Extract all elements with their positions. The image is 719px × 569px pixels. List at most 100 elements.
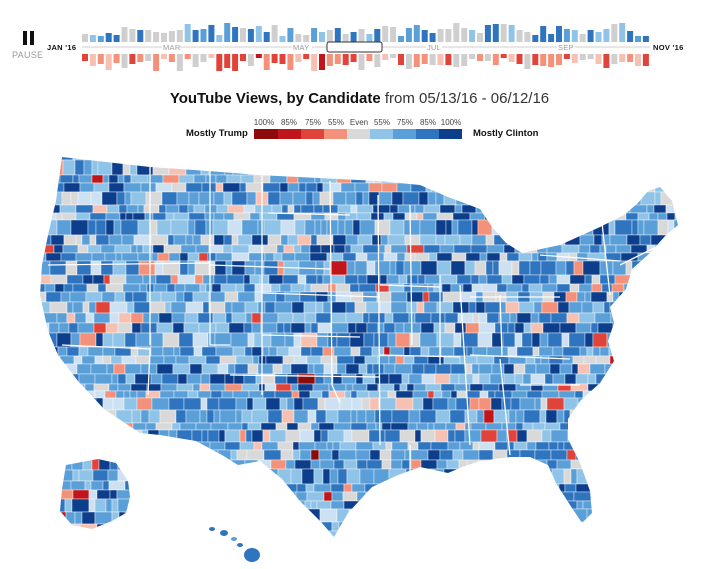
county-cell bbox=[502, 483, 518, 493]
county-cell bbox=[443, 530, 459, 537]
county-cell bbox=[550, 159, 567, 176]
county-cell bbox=[630, 500, 644, 510]
county-cell bbox=[403, 260, 422, 276]
county-cell bbox=[101, 291, 116, 303]
timeline-range-handle[interactable] bbox=[326, 41, 383, 53]
county-cell bbox=[394, 322, 405, 334]
timeline-bar-trump bbox=[271, 54, 278, 63]
county-cell bbox=[250, 530, 265, 537]
county-cell bbox=[546, 252, 558, 262]
county-cell bbox=[656, 390, 675, 399]
county-cell bbox=[222, 244, 233, 254]
county-cell bbox=[456, 182, 469, 193]
county-cell bbox=[582, 212, 591, 221]
county-cell bbox=[653, 483, 665, 493]
county-cell bbox=[596, 182, 613, 193]
county-cell bbox=[625, 459, 639, 470]
county-cell bbox=[121, 234, 135, 246]
county-cell bbox=[40, 508, 44, 523]
county-cell bbox=[395, 390, 414, 399]
county-cell bbox=[199, 283, 207, 293]
county-cell bbox=[476, 409, 485, 424]
county-cell bbox=[166, 500, 181, 510]
county-cell bbox=[306, 355, 322, 365]
county-cell bbox=[427, 283, 435, 293]
county-cell bbox=[436, 459, 448, 470]
county-cell bbox=[449, 373, 460, 385]
county-cell bbox=[245, 182, 264, 193]
county-cell bbox=[374, 219, 391, 236]
county-cell bbox=[625, 212, 639, 221]
county-cell bbox=[264, 383, 277, 392]
us-county-map[interactable] bbox=[0, 145, 719, 569]
timeline-bar-clinton bbox=[334, 28, 341, 42]
county-cell bbox=[40, 390, 43, 399]
county-cell bbox=[387, 234, 406, 246]
county-cell bbox=[397, 204, 416, 214]
county-cell bbox=[415, 159, 429, 176]
county-cell bbox=[589, 212, 597, 221]
county-cell bbox=[462, 283, 473, 293]
county-cell bbox=[294, 219, 306, 236]
county-cell bbox=[593, 500, 601, 510]
county-cell bbox=[115, 252, 123, 262]
timeline-bar-trump bbox=[350, 54, 357, 62]
county-cell bbox=[337, 219, 346, 236]
county-cell bbox=[193, 174, 207, 184]
county-cell bbox=[150, 346, 164, 357]
county-cell bbox=[171, 422, 181, 431]
county-cell bbox=[183, 291, 194, 303]
county-cell bbox=[454, 491, 470, 502]
county-cell bbox=[641, 449, 655, 461]
county-cell bbox=[74, 312, 87, 324]
county-cell bbox=[564, 500, 578, 510]
county-cell bbox=[556, 274, 571, 285]
county-cell bbox=[275, 422, 288, 431]
county-cell bbox=[337, 204, 352, 214]
county-cell bbox=[124, 332, 137, 348]
county-cell bbox=[670, 429, 678, 443]
county-cell bbox=[464, 422, 472, 431]
county-cell bbox=[60, 523, 72, 529]
timeline[interactable]: JAN '16 MAR MAY JUL SEP NOV '16 bbox=[0, 0, 719, 80]
county-cell bbox=[202, 301, 210, 314]
county-cell bbox=[569, 422, 587, 431]
county-cell bbox=[280, 234, 289, 246]
county-cell bbox=[436, 252, 453, 262]
county-cell bbox=[423, 491, 438, 502]
county-cell bbox=[615, 244, 632, 254]
county-cell bbox=[254, 283, 272, 293]
county-cell bbox=[420, 459, 438, 470]
county-cell bbox=[634, 530, 653, 537]
county-cell bbox=[235, 409, 243, 424]
county-cell bbox=[356, 204, 374, 214]
county-cell bbox=[638, 157, 651, 161]
county-cell bbox=[441, 174, 454, 184]
county-cell bbox=[85, 291, 103, 303]
county-cell bbox=[645, 383, 661, 392]
county-cell bbox=[204, 204, 218, 214]
county-cell bbox=[345, 234, 359, 246]
county-cell bbox=[570, 468, 578, 485]
county-cell bbox=[649, 157, 659, 161]
county-cell bbox=[50, 390, 62, 399]
county-cell bbox=[522, 422, 534, 431]
county-cell bbox=[639, 491, 650, 502]
county-cell bbox=[209, 441, 226, 451]
county-cell bbox=[423, 468, 435, 485]
county-cell bbox=[333, 422, 352, 431]
pause-button[interactable]: PAUSE bbox=[10, 28, 46, 64]
county-cell bbox=[205, 355, 221, 365]
county-cell bbox=[378, 191, 393, 206]
county-cell bbox=[207, 252, 217, 262]
county-cell bbox=[293, 397, 304, 411]
legend-bin-label: 55% bbox=[373, 118, 390, 127]
county-cell bbox=[506, 449, 521, 461]
county-cell bbox=[513, 441, 528, 451]
county-cell bbox=[227, 219, 243, 236]
county-cell bbox=[55, 212, 63, 221]
county-cell bbox=[290, 363, 309, 375]
county-cell bbox=[369, 397, 380, 411]
county-cell bbox=[662, 491, 676, 502]
county-cell bbox=[498, 260, 513, 276]
